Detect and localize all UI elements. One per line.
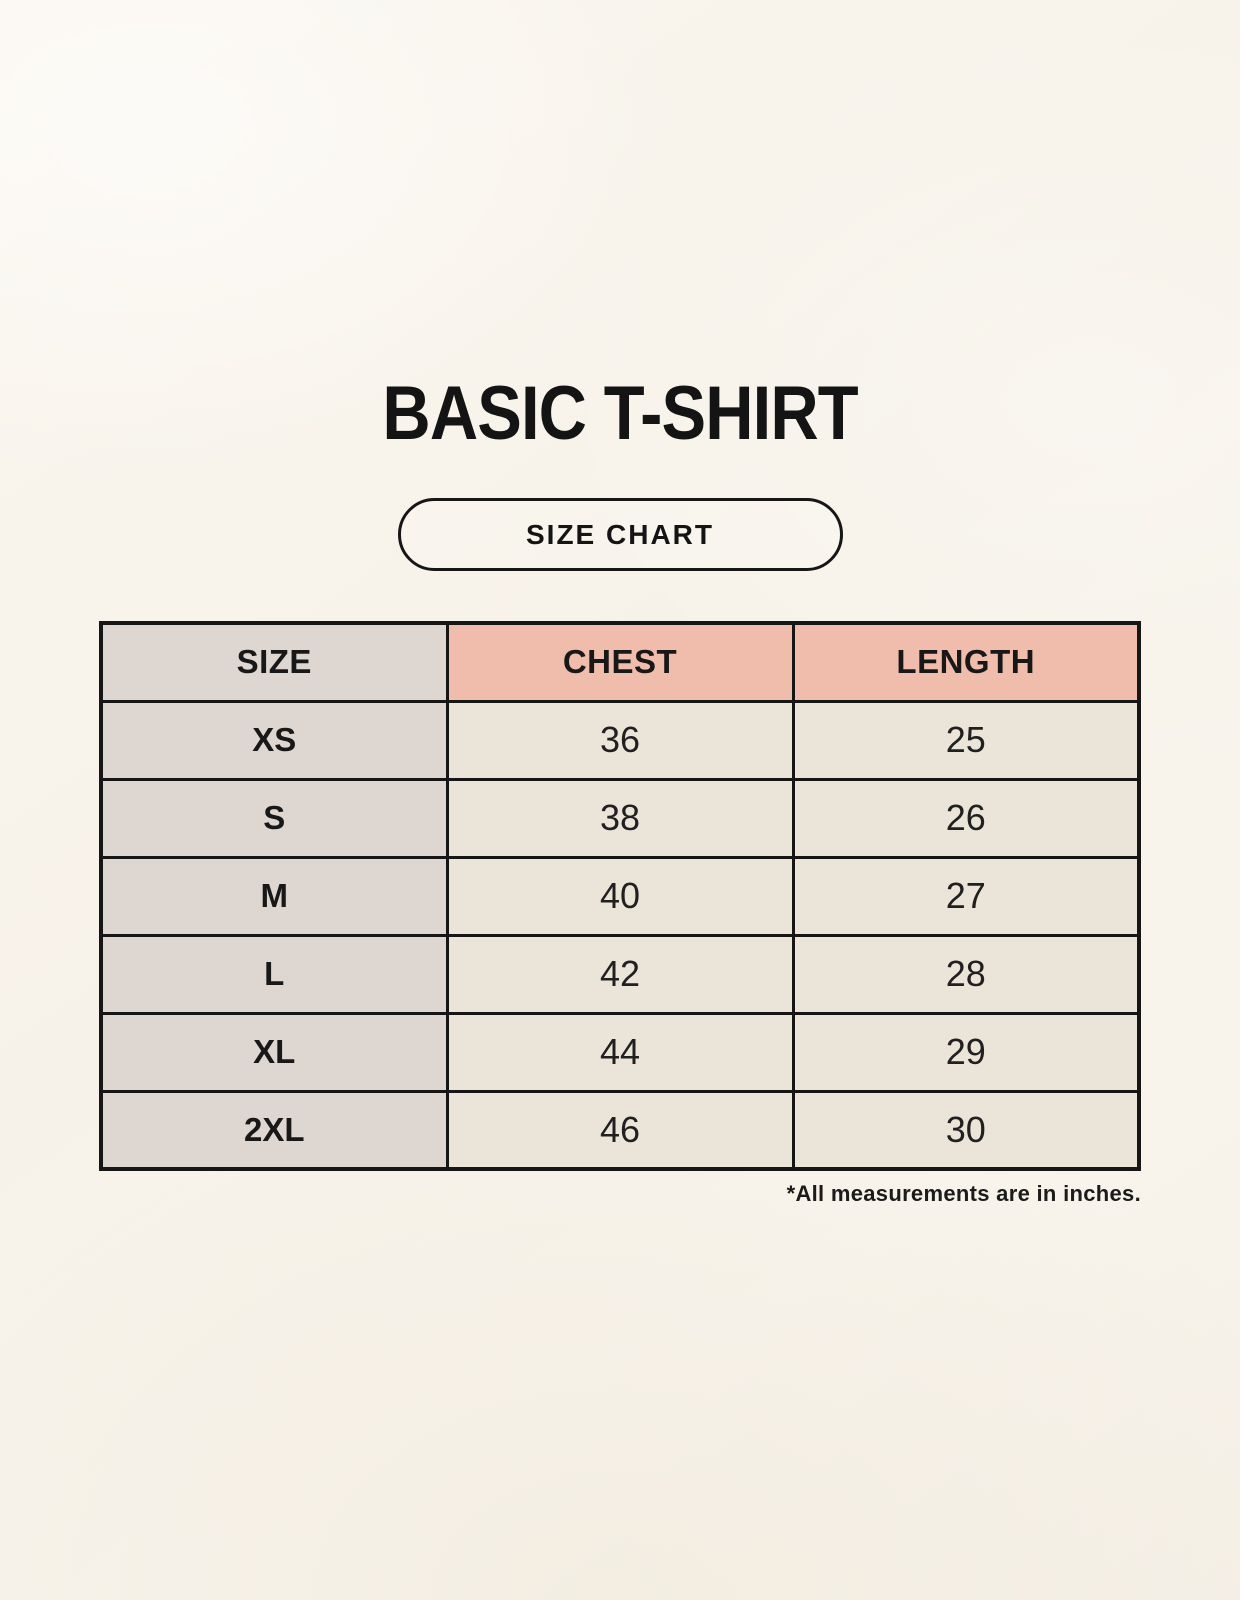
length-cell: 25 (791, 699, 1141, 781)
column-header-length: LENGTH (791, 621, 1141, 703)
chest-cell: 40 (445, 855, 795, 937)
chest-cell: 46 (445, 1089, 795, 1171)
header-row: SIZE CHEST LENGTH (99, 621, 1141, 703)
size-cell: L (99, 933, 449, 1015)
size-table: SIZE CHEST LENGTH XS 36 25 S 38 26 M (99, 621, 1141, 1171)
title-container: BASIC T-SHIRT (0, 0, 1240, 452)
size-table-container: SIZE CHEST LENGTH XS 36 25 S 38 26 M (99, 621, 1141, 1171)
table-row: L 42 28 (99, 933, 1141, 1015)
table-row: XS 36 25 (99, 699, 1141, 781)
table-row: XL 44 29 (99, 1011, 1141, 1093)
badge-container: SIZE CHART (0, 498, 1240, 571)
chest-cell: 38 (445, 777, 795, 859)
size-chart-badge: SIZE CHART (397, 498, 843, 571)
table-row: 2XL 46 30 (99, 1089, 1141, 1171)
product-title: BASIC T-SHIRT (382, 371, 858, 456)
chest-cell: 42 (445, 933, 795, 1015)
length-cell: 29 (791, 1011, 1141, 1093)
size-cell: 2XL (99, 1089, 449, 1171)
column-header-size: SIZE (99, 621, 449, 703)
measurements-footnote: *All measurements are in inches. (786, 1181, 1141, 1206)
size-cell: M (99, 855, 449, 937)
chest-cell: 44 (445, 1011, 795, 1093)
table-row: M 40 27 (99, 855, 1141, 937)
length-cell: 26 (791, 777, 1141, 859)
size-cell: S (99, 777, 449, 859)
size-cell: XS (99, 699, 449, 781)
table-row: S 38 26 (99, 777, 1141, 859)
length-cell: 27 (791, 855, 1141, 937)
length-cell: 30 (791, 1089, 1141, 1171)
size-cell: XL (99, 1011, 449, 1093)
column-header-chest: CHEST (445, 621, 795, 703)
chest-cell: 36 (445, 699, 795, 781)
length-cell: 28 (791, 933, 1141, 1015)
